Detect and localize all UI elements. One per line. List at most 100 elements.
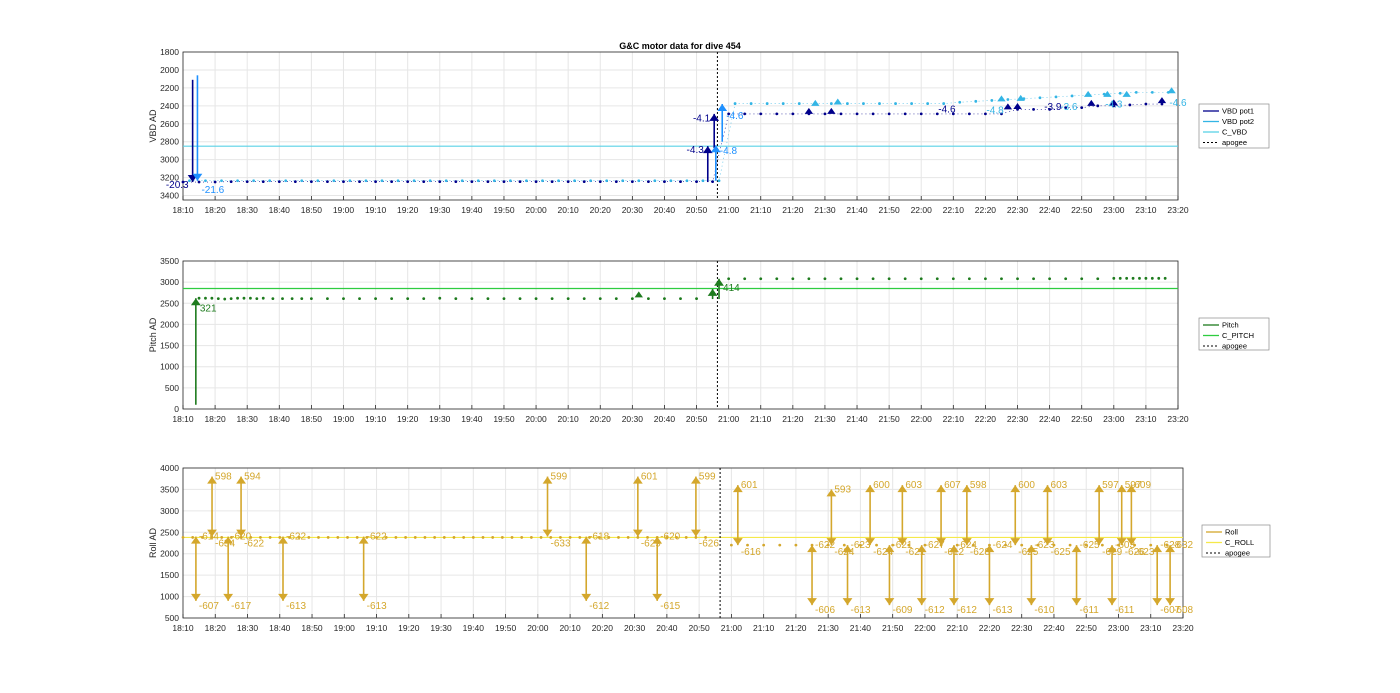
- series-roll-point: [229, 536, 233, 539]
- x-tick-label: 19:40: [461, 414, 483, 424]
- series-vbd-pot2-point: [669, 179, 673, 183]
- y-tick-label: 3500: [160, 484, 179, 494]
- panel-pitch: 18:10 18:20 18:30 18:40 18:50 19:00 19:10 19:20…: [148, 256, 1270, 424]
- x-tick-label: 22:30: [1007, 414, 1029, 424]
- series-roll-point: [239, 536, 243, 539]
- x-tick-label: 21:40: [846, 414, 868, 424]
- event-arrow-head: [1094, 538, 1105, 546]
- series-pitch-point: [1163, 276, 1167, 280]
- series-vbd-pot2-point: [701, 179, 705, 183]
- series-vbd-pot2-point: [958, 100, 962, 104]
- series-vbd-pot1-point: [823, 112, 827, 116]
- event-top-label: 599: [551, 472, 568, 483]
- y-tick-label: 3000: [160, 506, 179, 516]
- series-pitch-point: [855, 277, 859, 281]
- event-label: 321: [200, 304, 217, 315]
- x-tick-label: 19:30: [429, 205, 451, 215]
- event-bottom-label: -607: [1160, 605, 1180, 616]
- series-vbd-pot1-point: [919, 112, 923, 116]
- series-pitch-point: [823, 277, 827, 281]
- event-marker: [1083, 90, 1093, 97]
- series-pitch-point: [390, 297, 394, 301]
- series-vbd-pot2-point: [846, 102, 849, 105]
- x-tick-label: 22:00: [911, 205, 933, 215]
- x-tick-label: 19:40: [463, 623, 485, 633]
- series-vbd-pot1-point: [422, 180, 426, 184]
- series-roll-point: [875, 543, 878, 547]
- series-vbd-pot1-point: [213, 180, 217, 184]
- x-tick-label: 23:20: [1172, 623, 1194, 633]
- series-vbd-pot1-point: [502, 180, 506, 184]
- data-label: -4.3: [1105, 100, 1123, 111]
- x-tick-label: 23:00: [1103, 414, 1125, 424]
- series-roll-point: [268, 536, 272, 539]
- y-tick-label: 3400: [160, 191, 179, 201]
- series-roll-point: [375, 536, 378, 539]
- legend-entry: C_ROLL: [1225, 538, 1254, 547]
- series-vbd-pot2-point: [1006, 98, 1010, 101]
- event-top-label: -622: [367, 532, 387, 543]
- series-roll-point: [297, 536, 301, 539]
- series-roll-point: [481, 536, 485, 539]
- event-arrow-head: [936, 538, 946, 546]
- series-vbd-pot1-point: [1096, 104, 1100, 108]
- event-top-label: 598: [970, 480, 987, 491]
- series-vbd-pot2-point: [894, 102, 897, 105]
- x-tick-label: 20:30: [622, 414, 644, 424]
- event-arrow-head: [984, 598, 995, 606]
- series-pitch-point: [550, 297, 554, 301]
- event-bottom-label: -613: [851, 605, 871, 616]
- series-pitch-point: [630, 297, 634, 301]
- event-top-label: 594: [244, 472, 261, 483]
- event-bottom-label: -612: [925, 605, 945, 616]
- event-arrow-head: [1152, 545, 1163, 553]
- axes-box: [182, 260, 1179, 410]
- series-vbd-pot2-point: [268, 179, 272, 183]
- x-tick-label: 22:50: [1071, 414, 1093, 424]
- legend-entry: Pitch: [1222, 321, 1239, 330]
- series-roll-point: [355, 536, 359, 539]
- x-tick-label: 18:50: [301, 414, 323, 424]
- series-roll-point: [675, 536, 678, 539]
- series-roll-point: [971, 543, 975, 547]
- x-tick-label: 22:40: [1043, 623, 1065, 633]
- event-bottom-label: -623: [1134, 547, 1154, 558]
- series-pitch-point: [759, 277, 763, 281]
- y-tick-label: 2000: [160, 549, 179, 559]
- event-arrow-head: [1042, 485, 1053, 493]
- series-vbd-pot1-point: [261, 180, 265, 184]
- event-bottom-label: -610: [1034, 605, 1054, 616]
- series-vbd-pot1-point: [470, 180, 474, 184]
- series-pitch-point: [210, 296, 214, 300]
- data-label: -4.8: [986, 105, 1004, 116]
- event-marker: [1016, 94, 1025, 101]
- y-tick-label: 1000: [160, 362, 179, 372]
- series-vbd-pot1-point: [711, 180, 714, 184]
- event-arrow-head: [984, 545, 995, 553]
- series-pitch-point: [1118, 276, 1122, 280]
- y-tick-label: 4000: [160, 463, 179, 473]
- series-vbd-pot1-point: [839, 112, 843, 116]
- series-pitch-point: [534, 297, 538, 301]
- series-roll-point: [423, 536, 427, 539]
- series-vbd-pot2-point: [508, 179, 512, 183]
- y-tick-label: 2400: [160, 101, 179, 111]
- series-vbd-pot1-point: [326, 180, 329, 184]
- event-bottom-label: -615: [660, 601, 680, 612]
- series-roll-point: [1068, 543, 1072, 547]
- series-roll-point: [539, 536, 543, 539]
- event-arrow-head: [884, 545, 895, 553]
- event-arrow-head: [1094, 485, 1105, 493]
- series-roll-point: [704, 536, 707, 539]
- x-tick-label: 19:10: [365, 205, 387, 215]
- event-bottom-label: -626: [699, 539, 719, 550]
- series-vbd-pot1-point: [1080, 106, 1084, 110]
- event-top-label: 600: [1018, 480, 1035, 491]
- event-arrow-head: [1116, 485, 1127, 493]
- series-pitch-point: [1048, 277, 1052, 281]
- x-tick-label: 21:40: [850, 623, 872, 633]
- event-top-label: 597: [1102, 480, 1119, 491]
- event-marker: [634, 291, 643, 298]
- series-pitch-point: [839, 277, 843, 281]
- series-vbd-pot2-point: [862, 102, 865, 105]
